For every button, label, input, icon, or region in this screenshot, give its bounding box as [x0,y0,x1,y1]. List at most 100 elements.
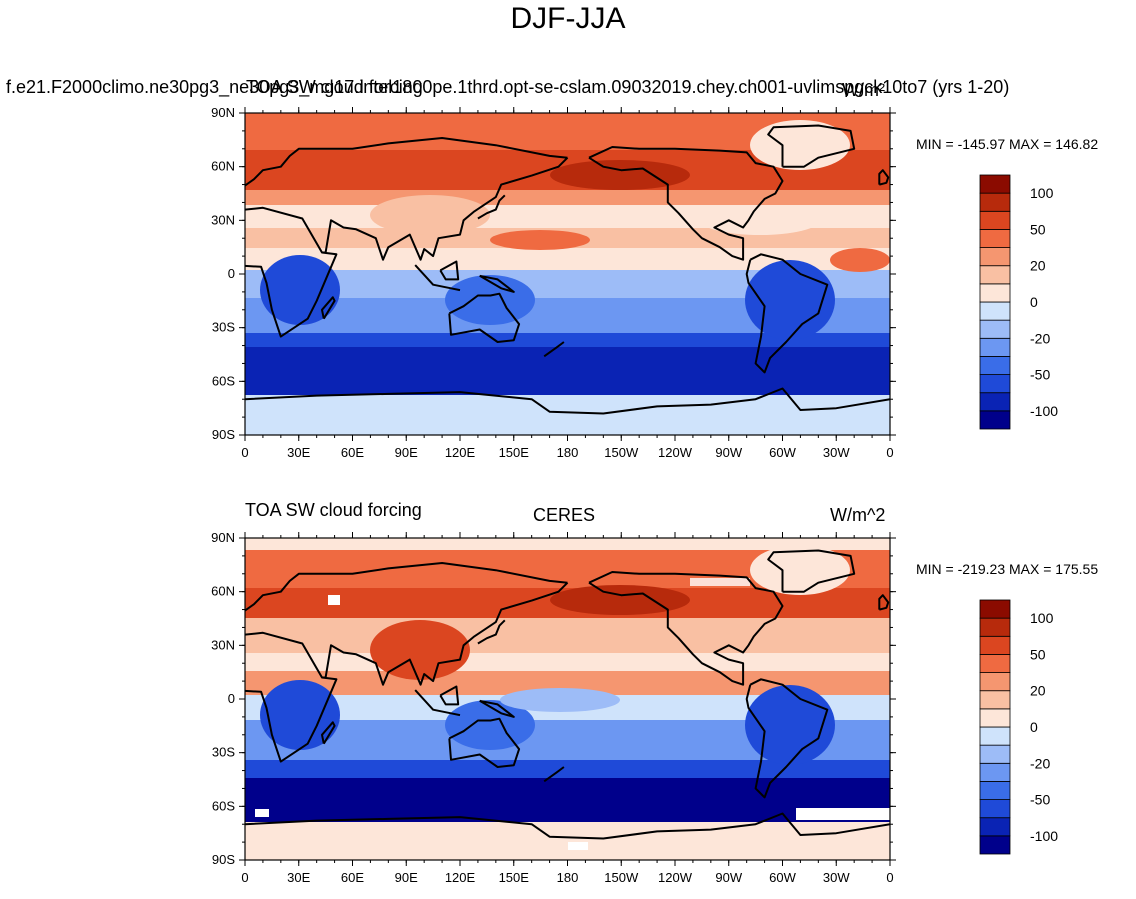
colorbar-swatch [979,726,1011,746]
coastline-segment [477,619,506,645]
panel1-colorbar: -100 -50 -20 0 20 50 100 [979,174,1058,430]
lat-tick-label: 30S [212,745,235,760]
lat-tick-label: 90S [212,427,235,442]
colorbar-swatch [979,229,1011,248]
panel1-eatlantic-blob [830,248,890,272]
lon-tick-label: 30W [823,445,850,460]
colorbar-label: -100 [1030,403,1058,419]
lon-tick-label: 30E [287,870,310,885]
lon-tick-label: 30W [823,870,850,885]
panel2-spacific-blob [500,688,620,712]
panel2-coastlines [245,549,890,840]
coastline-segment [479,699,515,718]
lat-tick-label: 90N [211,105,235,120]
panel2-npacific-blob [550,585,690,615]
colorbar-swatch [979,762,1011,782]
coastlines-layer [245,124,890,840]
panel2-map [245,538,890,860]
coastline-segment [321,296,336,320]
colorbar-label: -20 [1030,330,1050,346]
lon-tick-label: 60W [769,445,796,460]
lon-tick-label: 150E [499,870,530,885]
panel2-asia-blob [370,620,470,680]
lat-tick-label: 60N [211,584,235,599]
coastline-segment [245,137,568,187]
colorbar-swatch [979,301,1011,321]
colorbar-label: 50 [1030,221,1046,237]
axes-layer: 90N 60N 30N 0 30S 60S 90S 0 30E 60E 90E 120E 150E 180… [211,105,896,885]
lon-tick-label: 150W [604,445,639,460]
coastline-segment [479,274,515,293]
panel2-variable-label: TOA SW cloud forcing [245,500,422,520]
colorbar-swatch [979,599,1011,619]
colorbar-swatch [979,690,1011,710]
panel1-coastlines [245,124,890,415]
panel2-colorbar: -100 -50 -20 0 20 50 100 [979,599,1058,855]
panel1-map [245,113,890,435]
panel1-australia-blob [445,275,535,325]
panel2-subtrop-band [245,653,890,671]
colorbar-label: -20 [1030,755,1050,771]
colorbar-label: 50 [1030,646,1046,662]
coastline-segment [414,264,461,292]
lon-tick-label: 150E [499,445,530,460]
panel2-australia-blob [445,700,535,750]
panel2-source-label: CERES [533,505,596,525]
colorbar-swatch [979,265,1011,285]
colorbar-swatch [979,283,1011,303]
coastline-segment [414,689,461,717]
coastline-segment [543,766,565,783]
colorbar-swatch [979,835,1011,855]
panel1-antarctic-band [245,395,890,435]
colorbar-swatch [979,708,1011,728]
panel1-npacific-blob [550,160,690,190]
panel1-samerica-blob [745,260,835,340]
coastline-segment [322,156,569,261]
panel1-variable-label: TOA SW cloud forcing [246,77,423,97]
coastline-segment [321,721,336,745]
panel1-axes: 90N 60N 30N 0 30S 60S 90S 0 30E 60E 90E 120E 150E 180… [211,105,896,460]
lon-tick-label: 0 [241,445,248,460]
panel2-missing-data-antarctic [568,842,588,850]
colorbar-label: -50 [1030,367,1050,383]
panel2-axes: 90N 60N 30N 0 30S 60S 90S 0 30E 60E 90E 120E 150E 180… [211,530,896,885]
coastline-segment [767,124,856,168]
colorbar-swatch [979,392,1011,412]
lon-tick-label: 120E [445,870,476,885]
panel1-africa-south-blob [260,255,340,325]
coastline-segment [245,387,890,415]
lon-tick-label: 150W [604,870,639,885]
colorbar-label: -50 [1030,792,1050,808]
colorbar-swatch [979,247,1011,267]
colorbar-swatch [979,635,1011,655]
panel1-natlantic-blob [700,205,820,235]
panel2-antarctic-band [245,822,890,860]
lat-tick-label: 60N [211,159,235,174]
coastline-segment [543,341,565,358]
colorbar-label: 20 [1030,258,1046,274]
coastline-segment [878,594,890,611]
panel1-asia-blob [370,195,490,235]
lon-tick-label: 0 [886,870,893,885]
lat-tick-label: 30N [211,637,235,652]
lon-tick-label: 120W [658,870,693,885]
colorbar-swatch [979,356,1011,375]
coastline-segment [767,549,856,593]
lon-tick-label: 60W [769,870,796,885]
colorbar-swatch [979,654,1011,673]
lon-tick-label: 30E [287,445,310,460]
lon-tick-label: 120E [445,445,476,460]
coastline-segment [245,206,338,338]
lat-tick-label: 60S [212,798,235,813]
lat-tick-label: 30S [212,320,235,335]
colorbar-swatch [979,817,1011,837]
panel2-units-label: W/m^2 [830,505,886,525]
colorbar-swatch [979,174,1011,194]
coastline-segment [477,194,506,220]
coastline-segment [745,678,829,799]
panel2-missing-data-weddell [796,808,890,820]
lon-tick-label: 0 [241,870,248,885]
lat-tick-label: 60S [212,373,235,388]
colorbar-swatch [979,410,1011,430]
